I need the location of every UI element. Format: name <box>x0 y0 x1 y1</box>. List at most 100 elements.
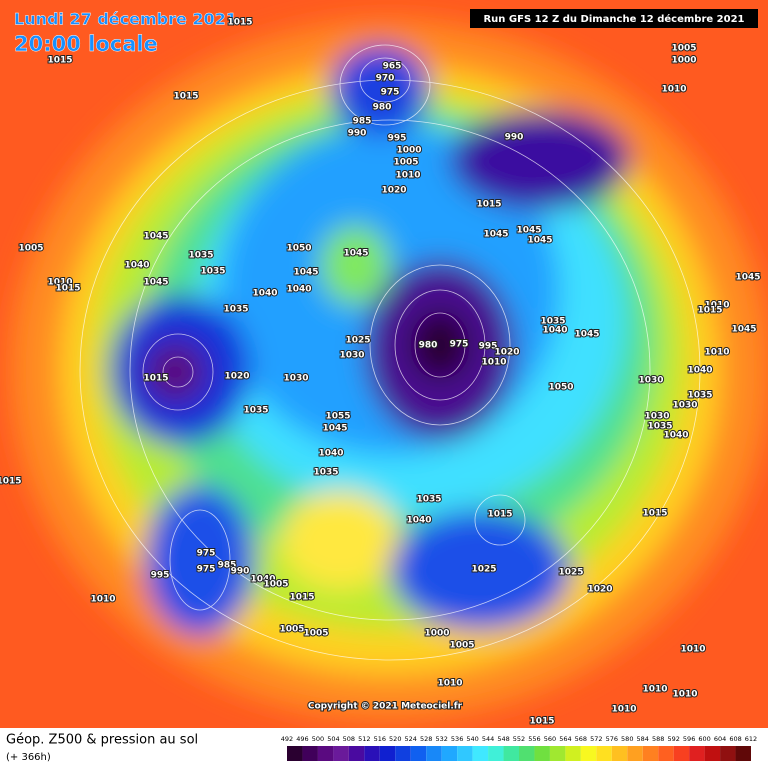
legend-label: 588 <box>652 735 664 743</box>
pressure-label: 1010 <box>680 645 705 655</box>
legend-label: 504 <box>327 735 339 743</box>
pressure-label: 1055 <box>325 412 350 422</box>
caption-lead: (+ 366h) <box>6 752 51 763</box>
pressure-label: 1045 <box>322 424 347 434</box>
legend-label: 544 <box>482 735 494 743</box>
pressure-label: 1000 <box>396 146 421 156</box>
legend-label: 552 <box>513 735 525 743</box>
pressure-label: 1045 <box>527 236 552 246</box>
legend-swatch <box>720 746 736 761</box>
legend-label: 600 <box>698 735 710 743</box>
legend-swatch <box>689 746 705 761</box>
pressure-label: 1040 <box>687 366 712 376</box>
run-info: Run GFS 12 Z du Dimanche 12 décembre 202… <box>483 13 744 25</box>
pressure-label: 1020 <box>494 348 519 358</box>
pressure-label: 1045 <box>293 268 318 278</box>
pressure-label: 1010 <box>611 705 636 715</box>
pressure-label: 970 <box>376 74 395 84</box>
pressure-label: 1005 <box>393 158 418 168</box>
pressure-label: 995 <box>388 134 407 144</box>
pressure-label: 995 <box>479 342 498 352</box>
legend-label: 528 <box>420 735 432 743</box>
legend-label: 516 <box>374 735 386 743</box>
legend-label: 596 <box>683 735 695 743</box>
legend-swatch <box>503 746 519 761</box>
legend-swatch <box>348 746 365 761</box>
pressure-label: 1010 <box>704 348 729 358</box>
run-box <box>470 9 758 28</box>
pressure-label: 1040 <box>542 326 567 336</box>
legend-label: 592 <box>667 735 679 743</box>
pressure-label: 975 <box>197 565 216 575</box>
legend-swatch <box>658 746 674 761</box>
pressure-label: 1005 <box>279 625 304 635</box>
pressure-label: 1015 <box>227 18 252 28</box>
pressure-label: 1010 <box>704 301 729 311</box>
pressure-label: 1035 <box>243 406 268 416</box>
pressure-label: 1010 <box>437 679 462 689</box>
legend-swatch <box>488 746 504 761</box>
pressure-label: 1015 <box>47 56 72 66</box>
pressure-label: 975 <box>381 88 400 98</box>
pressure-label: 1035 <box>223 305 248 315</box>
pressure-label: 1030 <box>672 401 697 411</box>
pressure-label: 1015 <box>0 477 22 487</box>
pressure-label: 1035 <box>647 422 672 432</box>
legend-label: 496 <box>296 735 308 743</box>
pressure-label: 1030 <box>283 374 308 384</box>
pressure-label: 1040 <box>406 516 431 526</box>
pressure-label: 1035 <box>313 468 338 478</box>
legend-label: 548 <box>497 735 509 743</box>
pressure-label: 990 <box>231 567 250 577</box>
legend-label: 508 <box>343 735 355 743</box>
legend-label: 536 <box>451 735 463 743</box>
pressure-label: 980 <box>419 341 438 351</box>
legend-label: 604 <box>714 735 726 743</box>
pressure-label: 1015 <box>173 92 198 102</box>
legend-label: 540 <box>466 735 478 743</box>
legend-swatch <box>302 746 318 761</box>
legend-swatch <box>379 746 396 761</box>
pressure-label: 1030 <box>339 351 364 361</box>
geopotential-field <box>10 20 768 720</box>
pressure-label: 980 <box>373 103 392 113</box>
pressure-label: 1040 <box>286 285 311 295</box>
pressure-label: 1020 <box>587 585 612 595</box>
legend-swatch <box>287 746 303 761</box>
pressure-label: 1045 <box>483 230 508 240</box>
legend-label: 568 <box>575 735 587 743</box>
legend-label: 520 <box>389 735 401 743</box>
legend-label: 572 <box>590 735 602 743</box>
legend-label: 612 <box>745 735 757 743</box>
pressure-label: 1045 <box>735 273 760 283</box>
pressure-label: 1030 <box>638 376 663 386</box>
pressure-label: 985 <box>353 117 372 127</box>
legend-swatch <box>333 746 349 761</box>
forecast-date: Lundi 27 décembre 2021 <box>14 10 237 29</box>
pressure-label: 1010 <box>90 595 115 605</box>
copyright: Copyright © 2021 Meteociel.fr <box>308 702 463 712</box>
pressure-label: 1040 <box>318 449 343 459</box>
legend-label: 512 <box>358 735 370 743</box>
pressure-label: 1005 <box>303 629 328 639</box>
pressure-label: 1015 <box>487 510 512 520</box>
legend-swatch <box>673 746 690 761</box>
pressure-label: 1010 <box>672 690 697 700</box>
pressure-label: 1010 <box>395 171 420 181</box>
pressure-label: 1015 <box>55 284 80 294</box>
pressure-label: 1040 <box>252 289 277 299</box>
pressure-label: 1005 <box>671 44 696 54</box>
pressure-label: 1045 <box>731 325 756 335</box>
legend-swatch <box>472 746 489 761</box>
pressure-label: 1015 <box>143 374 168 384</box>
pressure-label: 965 <box>383 62 402 72</box>
pressure-label: 1030 <box>644 412 669 422</box>
pressure-label: 1005 <box>18 244 43 254</box>
pressure-label: 1045 <box>143 232 168 242</box>
pressure-label: 1000 <box>424 629 449 639</box>
pressure-label: 1045 <box>143 278 168 288</box>
pressure-label: 1040 <box>663 431 688 441</box>
pressure-label: 1035 <box>188 251 213 261</box>
legend-swatch <box>580 746 597 761</box>
